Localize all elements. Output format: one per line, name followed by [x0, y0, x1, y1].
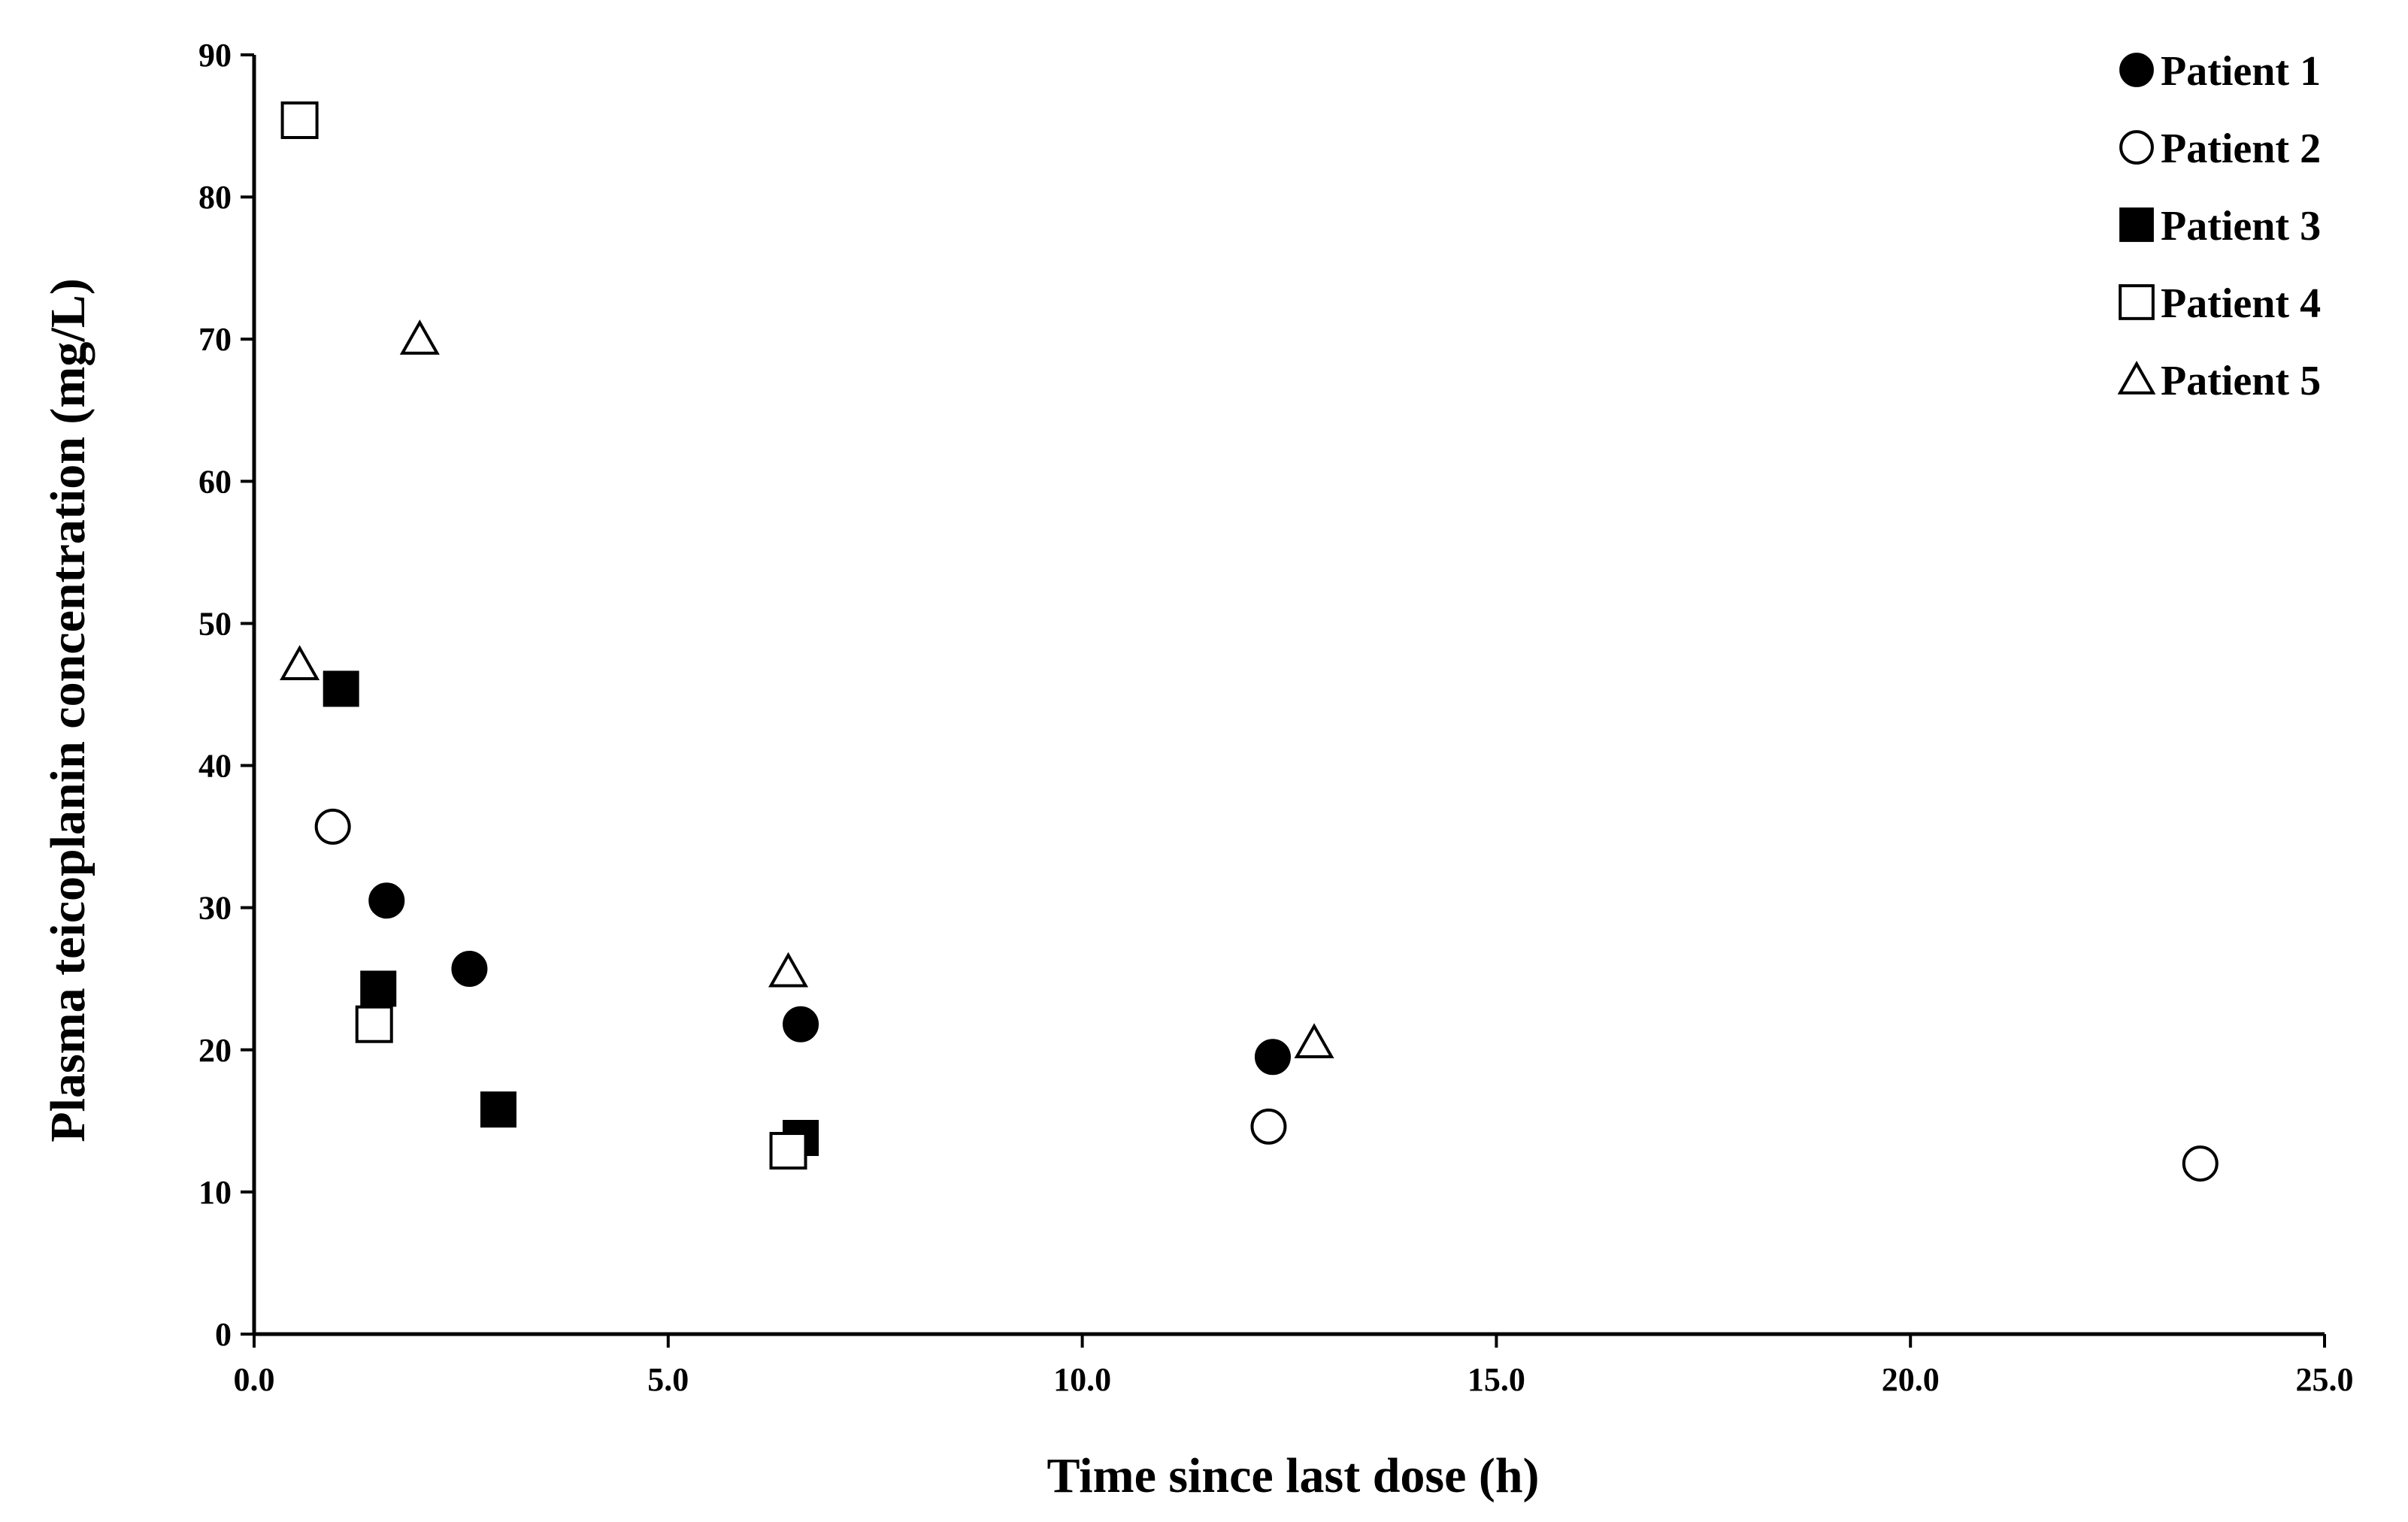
data-point-patient-2 [2182, 1145, 2219, 1182]
y-axis-title: Plasma teicoplanin concentration (mg/L) [41, 278, 95, 1142]
x-tick-label: 0.0 [234, 1361, 275, 1398]
x-tick-label: 5.0 [647, 1361, 689, 1398]
data-point-patient-2 [314, 808, 351, 845]
data-point-patient-1 [1254, 1039, 1291, 1076]
x-tick-label: 20.0 [1882, 1361, 1940, 1398]
legend-marker-patient-5 [2117, 361, 2156, 395]
legend-label-patient-5: Patient 5 [2161, 358, 2321, 404]
x-tick-label: 25.0 [2296, 1361, 2354, 1398]
y-tick-label: 50 [198, 605, 232, 642]
y-tick-label: 20 [198, 1032, 232, 1069]
legend-label-patient-3: Patient 3 [2161, 203, 2321, 250]
y-tick-label: 0 [215, 1316, 232, 1353]
y-tick-label: 30 [198, 890, 232, 927]
data-point-patient-5 [768, 952, 809, 988]
legend-marker-patient-2 [2119, 130, 2154, 165]
data-point-patient-1 [783, 1006, 819, 1042]
x-tick-label: 15.0 [1468, 1361, 1525, 1398]
data-point-patient-5 [1294, 1023, 1334, 1059]
legend-marker-patient-3 [2119, 207, 2154, 242]
legend-label-patient-2: Patient 2 [2161, 126, 2321, 172]
y-tick-label: 70 [198, 321, 232, 358]
x-tick-label: 10.0 [1053, 1361, 1111, 1398]
y-tick-label: 40 [198, 748, 232, 785]
data-point-patient-4 [355, 1005, 393, 1043]
data-point-patient-3 [360, 970, 397, 1007]
axes: 0 10 20 30 40 50 60 70 80 90 0.0 5.0 10.0 15.0 20.0 25.… [198, 37, 2354, 1398]
legend-marker-patient-4 [2119, 284, 2155, 320]
data-point-patient-5 [399, 319, 440, 355]
legend-marker-patient-1 [2119, 53, 2154, 87]
y-tick-label: 10 [198, 1174, 232, 1211]
data-points [280, 101, 2219, 1182]
legend-label-patient-1: Patient 1 [2161, 48, 2321, 95]
data-point-patient-2 [1250, 1108, 1287, 1145]
x-axis-title: Time since last dose (h) [1046, 1448, 1539, 1503]
legend: Patient 1 Patient 2 Patient 3 Patient 4 Pati… [2117, 48, 2321, 404]
y-tick-label: 60 [198, 463, 232, 500]
data-point-patient-1 [368, 882, 405, 919]
y-tick-label: 90 [198, 37, 232, 74]
data-point-patient-1 [451, 950, 488, 987]
data-point-patient-4 [280, 101, 319, 139]
data-point-patient-3 [323, 670, 359, 707]
legend-label-patient-4: Patient 4 [2161, 280, 2321, 327]
data-point-patient-4 [769, 1132, 807, 1170]
y-tick-label: 80 [198, 179, 232, 216]
data-point-patient-3 [480, 1091, 516, 1128]
data-point-patient-5 [280, 645, 320, 680]
